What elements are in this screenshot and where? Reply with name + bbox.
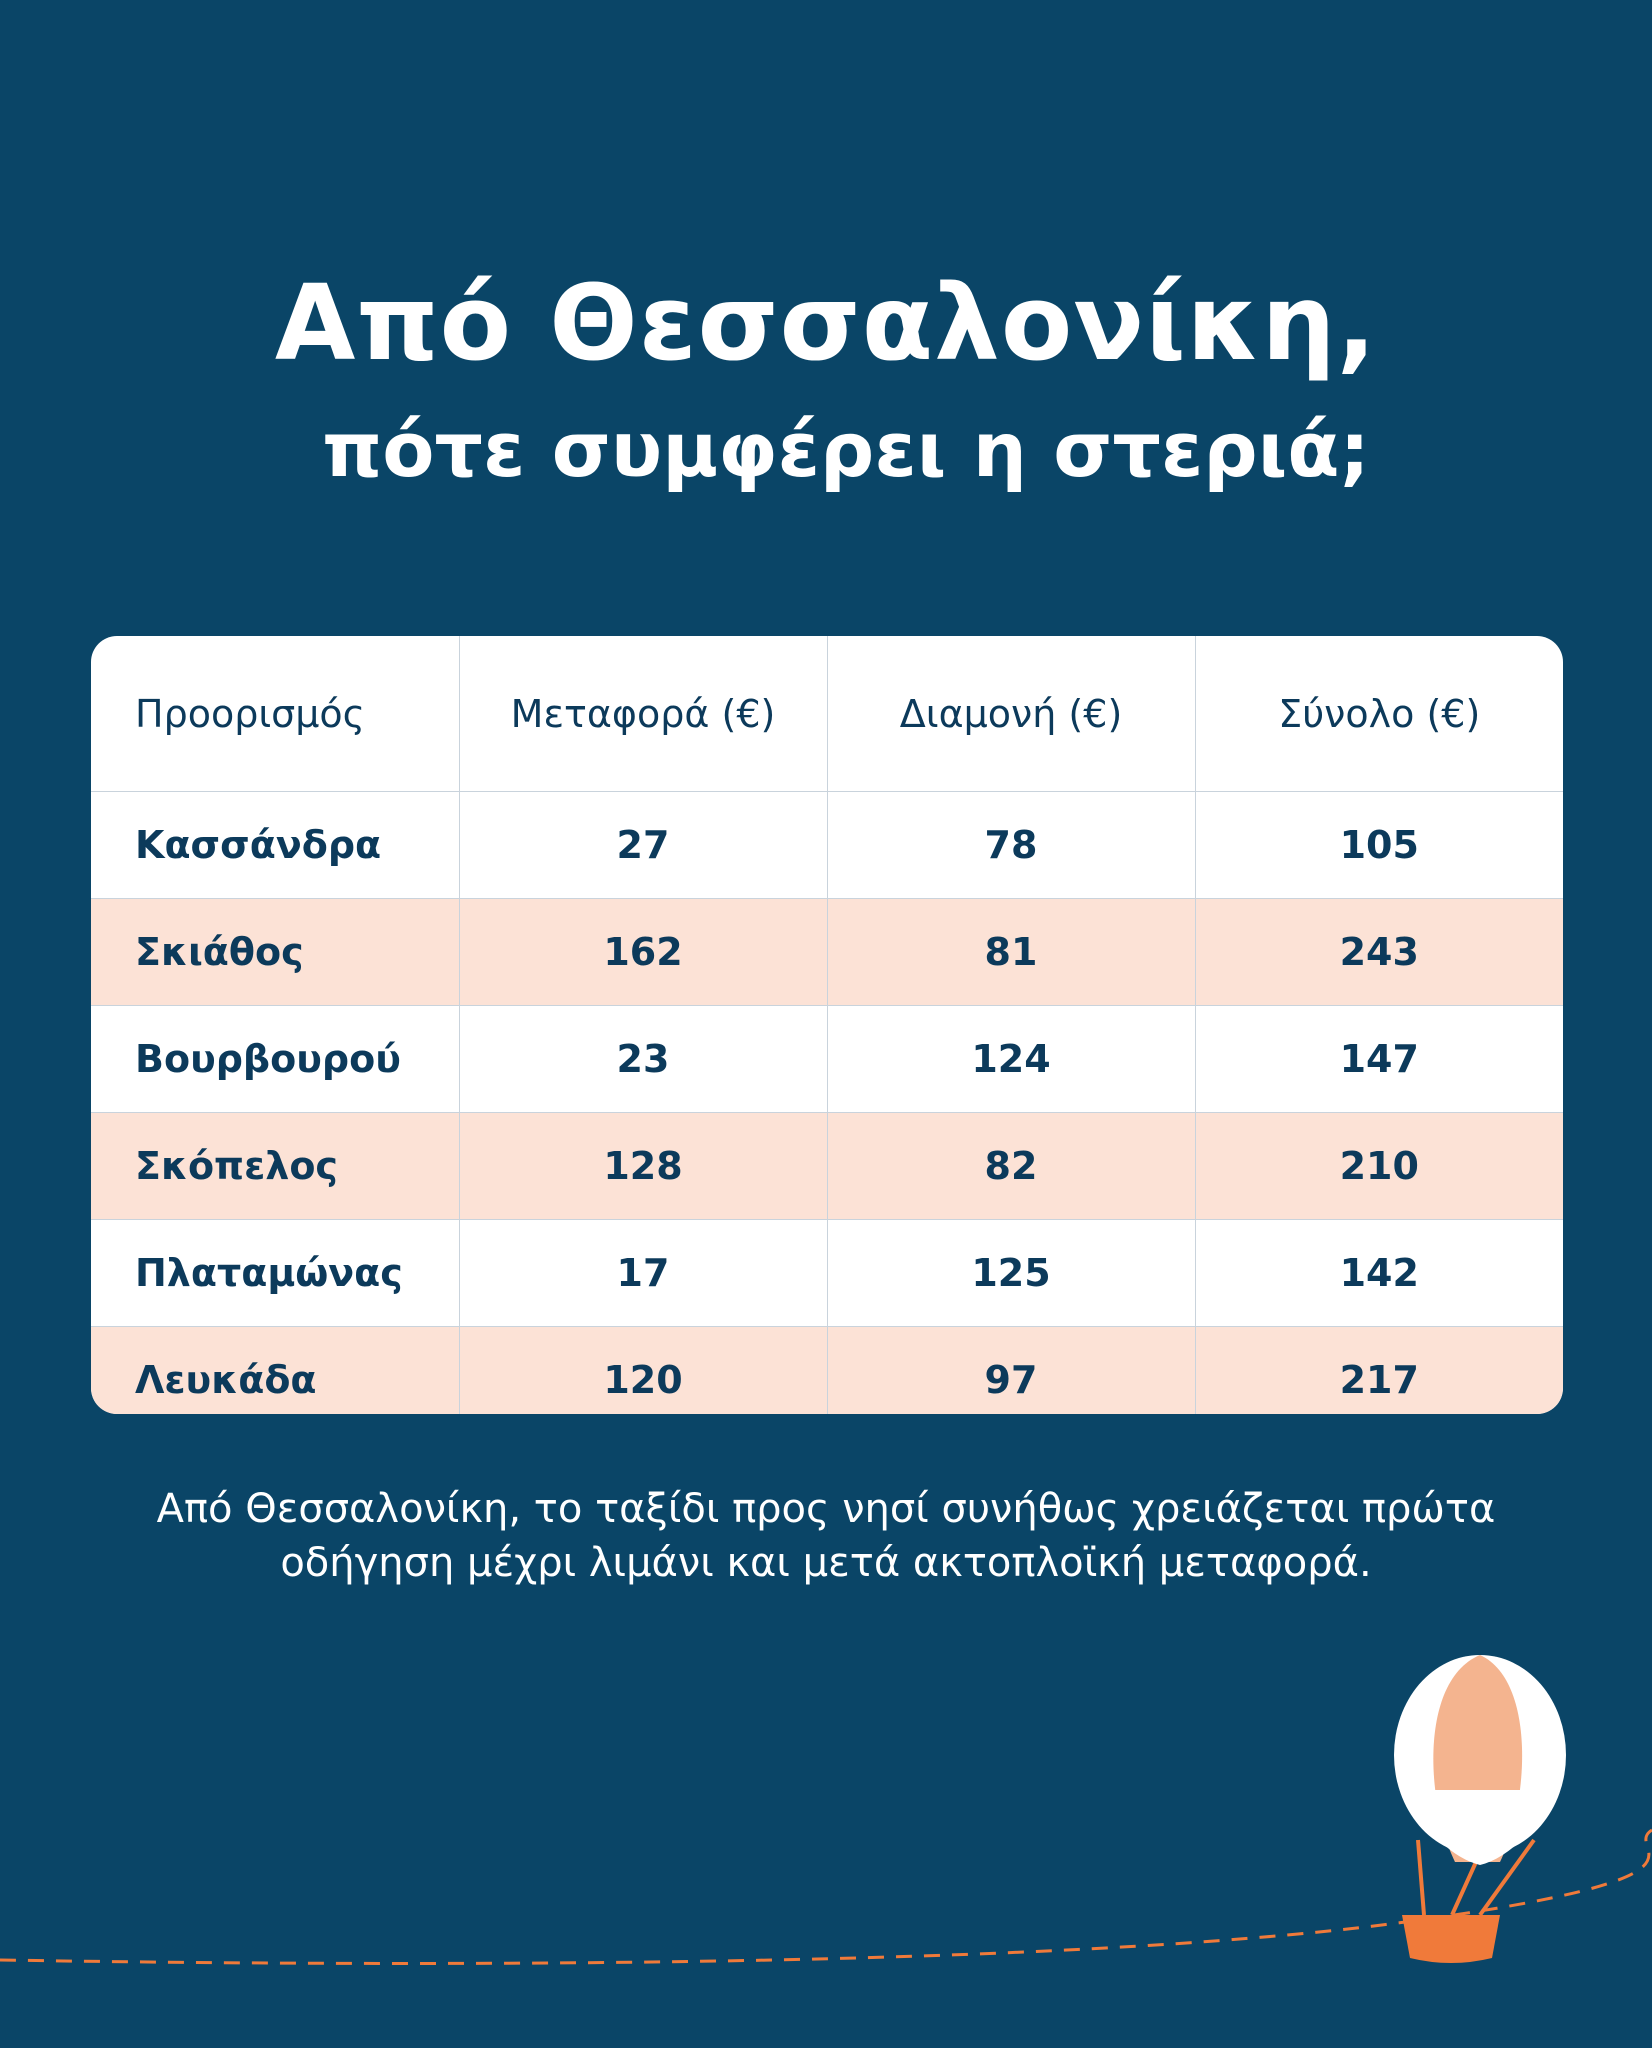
destination-cell: Σκόπελος: [91, 1112, 460, 1220]
title: Από Θεσσαλονίκη,: [274, 262, 1378, 384]
cost-cell: 147: [1195, 1005, 1563, 1113]
cost-cell: 82: [827, 1112, 1196, 1220]
cost-cell: 243: [1195, 898, 1563, 1006]
table-row: Σκιάθος 162 81 243: [91, 898, 1563, 1006]
column-header: Προορισμός: [91, 636, 460, 792]
table-row: Κασσάνδρα 27 78 105: [91, 791, 1563, 899]
footnote: Από Θεσσαλονίκη, το ταξίδι προς νησί συν…: [0, 1482, 1652, 1590]
table-row: Σκόπελος 128 82 210: [91, 1112, 1563, 1220]
cost-cell: 124: [827, 1005, 1196, 1113]
destination-cell: Σκιάθος: [91, 898, 460, 1006]
cost-cell: 97: [827, 1326, 1196, 1414]
header-row: Προορισμός Μεταφορά (€) Διαμονή (€) Σύνολο …: [91, 636, 1563, 792]
column-header: Σύνολο (€): [1195, 636, 1563, 792]
footnote-line: Από Θεσσαλονίκη, το ταξίδι προς νησί συν…: [156, 1486, 1496, 1532]
cost-cell: 125: [827, 1219, 1196, 1327]
cost-cell: 23: [459, 1005, 828, 1113]
column-header: Διαμονή (€): [827, 636, 1196, 792]
table-row: Λευκάδα 120 97 217: [91, 1326, 1563, 1414]
cost-cell: 81: [827, 898, 1196, 1006]
cost-cell: 105: [1195, 791, 1563, 899]
dashed-path: [0, 1828, 1652, 1965]
destination-cell: Πλαταμώνας: [91, 1219, 460, 1327]
cost-cell: 217: [1195, 1326, 1563, 1414]
destination-cell: Κασσάνδρα: [91, 791, 460, 899]
cost-cell: 162: [459, 898, 828, 1006]
cost-cell: 27: [459, 791, 828, 899]
balloon: [1394, 1655, 1566, 1963]
table-row: Πλαταμώνας 17 125 142: [91, 1219, 1563, 1327]
footnote-line: οδήγηση μέχρι λιμάνι και μετά ακτοπλοϊκή…: [280, 1540, 1372, 1586]
subtitle: πότε συμφέρει η στεριά;: [322, 405, 1370, 494]
cost-cell: 78: [827, 791, 1196, 899]
cost-cell: 210: [1195, 1112, 1563, 1220]
table-card: Προορισμός Μεταφορά (€) Διαμονή (€) Σύνολο …: [91, 636, 1563, 1414]
cost-cell: 142: [1195, 1219, 1563, 1327]
cost-cell: 120: [459, 1326, 828, 1414]
destination-cell: Βουρβουρού: [91, 1005, 460, 1113]
cost-cell: 17: [459, 1219, 828, 1327]
table-row: Βουρβουρού 23 124 147: [91, 1005, 1563, 1113]
column-header: Μεταφορά (€): [459, 636, 828, 792]
cost-cell: 128: [459, 1112, 828, 1220]
table: Προορισμός Μεταφορά (€) Διαμονή (€) Σύνολο …: [91, 636, 1563, 1414]
destination-cell: Λευκάδα: [91, 1326, 460, 1414]
